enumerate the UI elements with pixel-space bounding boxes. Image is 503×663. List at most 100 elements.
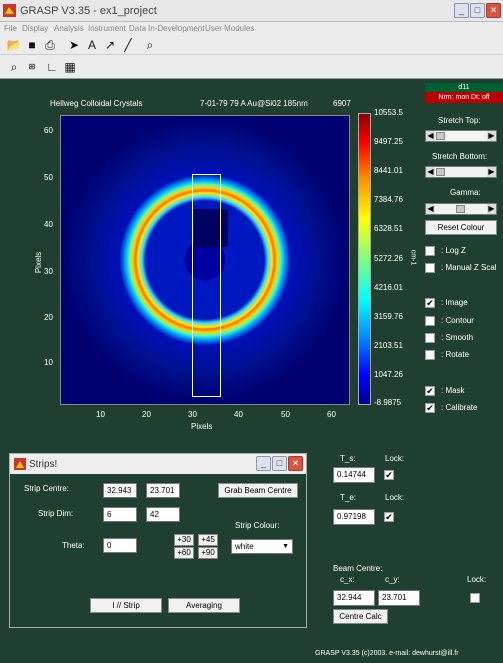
strips-dialog-titlebar[interactable]: Strips! _ □ ✕ (10, 454, 306, 474)
beam-centre-lock-checkbox[interactable] (470, 593, 480, 603)
ts-lock-checkbox[interactable]: ✔ (384, 470, 394, 480)
te-lock-checkbox[interactable]: ✔ (384, 512, 394, 522)
data-cursor-icon[interactable]: ⊞ (28, 62, 36, 71)
strips-dialog-title: Strips! (29, 459, 58, 470)
stretch-top-label: Stretch Top: (438, 116, 481, 125)
strip-centre-x-field[interactable]: 32.943 (103, 483, 137, 498)
theta-plus60-button[interactable]: +60 (174, 547, 194, 559)
rotate-label: : Rotate (441, 350, 470, 359)
theta-label: Theta: (62, 541, 85, 550)
normalization-status: Nrm: mon Dt: off (438, 94, 490, 101)
cy-label: c_y: (385, 575, 400, 584)
gamma-slider[interactable]: ◀ ▶ (425, 203, 497, 215)
colorbar-tick: 5272.26 (374, 254, 403, 263)
smooth-checkbox[interactable] (425, 333, 435, 343)
colorbar-unit-label: cm-1 (409, 249, 417, 266)
gamma-label: Gamma: (450, 188, 481, 197)
slider-right-arrow-icon[interactable]: ▶ (487, 204, 496, 214)
colorbar-tick: -8.9875 (374, 398, 402, 407)
slider-left-arrow-icon[interactable]: ◀ (426, 167, 435, 177)
theta-plus45-button[interactable]: +45 (198, 534, 218, 546)
te-lock-label: Lock: (385, 493, 405, 502)
slider-thumb[interactable] (436, 168, 445, 176)
ts-value-field[interactable]: 0.14744 (333, 467, 375, 483)
strips-minimize-button[interactable]: _ (256, 456, 271, 471)
centre-calc-button[interactable]: Centre Calc (333, 609, 388, 624)
theta-plus90-button[interactable]: +90 (198, 547, 218, 559)
menu-display[interactable]: Display (22, 24, 49, 33)
detector-image[interactable] (60, 115, 350, 405)
plot-header-left: Hellweg Colloidal Crystals (50, 99, 143, 108)
smooth-label: : Smooth (441, 333, 474, 342)
reset-colour-button[interactable]: Reset Colour (425, 220, 497, 235)
strip-centre-label: Strip Centre: (24, 484, 69, 493)
slider-right-arrow-icon[interactable]: ▶ (487, 131, 496, 141)
zoom-icon[interactable]: ⌕ (146, 38, 154, 52)
minimize-button[interactable]: _ (454, 3, 469, 18)
stretch-top-slider[interactable]: ◀ ▶ (425, 130, 497, 142)
log-z-label: : Log Z (441, 246, 466, 255)
y-axis-label: Pixels (34, 251, 44, 274)
slider-thumb[interactable] (436, 132, 445, 140)
strip-colour-label: Strip Colour: (235, 521, 280, 530)
slider-left-arrow-icon[interactable]: ◀ (426, 204, 435, 214)
colorbar-tick: 3159.76 (374, 312, 403, 321)
menu-in-development[interactable]: In-Development (148, 24, 205, 33)
axes-icon[interactable]: ∟ (46, 60, 58, 74)
menu-file[interactable]: File (4, 24, 17, 33)
grasp-app-icon (3, 4, 16, 17)
line-tool-icon[interactable]: ╱ (124, 38, 132, 52)
grid-icon[interactable]: ▦ (64, 60, 76, 74)
cx-field[interactable]: 32.944 (333, 590, 375, 606)
strip-dim-label: Strip Dim: (38, 509, 74, 518)
log-z-checkbox[interactable] (425, 246, 435, 256)
averaging-button[interactable]: Averaging (168, 598, 240, 613)
contour-checkbox[interactable] (425, 316, 435, 326)
y-tick: 30 (44, 267, 53, 276)
x-tick: 30 (188, 410, 197, 419)
manual-z-scale-checkbox[interactable] (425, 263, 435, 273)
image-label: : Image (441, 298, 468, 307)
open-folder-icon[interactable]: 📂 (6, 38, 22, 52)
search-icon[interactable]: ⌕ (10, 60, 18, 74)
istrip-button[interactable]: I // Strip (90, 598, 162, 613)
strips-maximize-button[interactable]: □ (272, 456, 287, 471)
pointer-icon[interactable]: ➤ (68, 38, 80, 52)
toolbar-secondary: ⌕ ⊞ ∟ ▦ (0, 55, 503, 79)
mask-checkbox[interactable]: ✔ (425, 386, 435, 396)
stretch-bottom-slider[interactable]: ◀ ▶ (425, 166, 497, 178)
menu-analysis[interactable]: Analysis (54, 24, 84, 33)
x-tick: 40 (234, 410, 243, 419)
rotate-checkbox[interactable] (425, 350, 435, 360)
x-axis-label: Pixels (191, 422, 213, 431)
slider-left-arrow-icon[interactable]: ◀ (426, 131, 435, 141)
cy-field[interactable]: 23.701 (378, 590, 420, 606)
colorbar-tick: 6328.51 (374, 224, 403, 233)
strip-colour-select[interactable]: white ▼ (231, 539, 293, 554)
close-button[interactable]: ✕ (486, 3, 501, 18)
strips-close-button[interactable]: ✕ (288, 456, 303, 471)
text-tool-icon[interactable]: A (87, 38, 96, 52)
arrow-tool-icon[interactable]: ↗ (104, 38, 116, 52)
slider-right-arrow-icon[interactable]: ▶ (487, 167, 496, 177)
theta-plus30-button[interactable]: +30 (174, 534, 194, 546)
te-label: T_e: (340, 493, 357, 502)
te-value-field[interactable]: 0.97198 (333, 509, 375, 525)
calibrate-checkbox[interactable]: ✔ (425, 403, 435, 413)
strip-dim-y-field[interactable]: 42 (146, 507, 180, 522)
strip-dim-x-field[interactable]: 6 (103, 507, 137, 522)
print-icon[interactable]: ⎙ (45, 38, 55, 52)
stretch-bottom-label: Stretch Bottom: (432, 152, 488, 161)
x-tick: 60 (327, 410, 336, 419)
image-checkbox[interactable]: ✔ (425, 298, 435, 308)
maximize-button[interactable]: □ (470, 3, 485, 18)
menu-data[interactable]: Data (129, 24, 146, 33)
grab-beam-centre-button[interactable]: Grab Beam Centre (218, 483, 298, 498)
menu-user-modules[interactable]: User Modules (205, 24, 255, 33)
slider-thumb[interactable] (456, 205, 465, 213)
menu-instrument[interactable]: Instrument (88, 24, 126, 33)
save-icon[interactable]: ■ (28, 38, 36, 52)
cx-label: c_x: (340, 575, 355, 584)
theta-field[interactable]: 0 (103, 538, 137, 553)
strip-centre-y-field[interactable]: 23.701 (146, 483, 180, 498)
